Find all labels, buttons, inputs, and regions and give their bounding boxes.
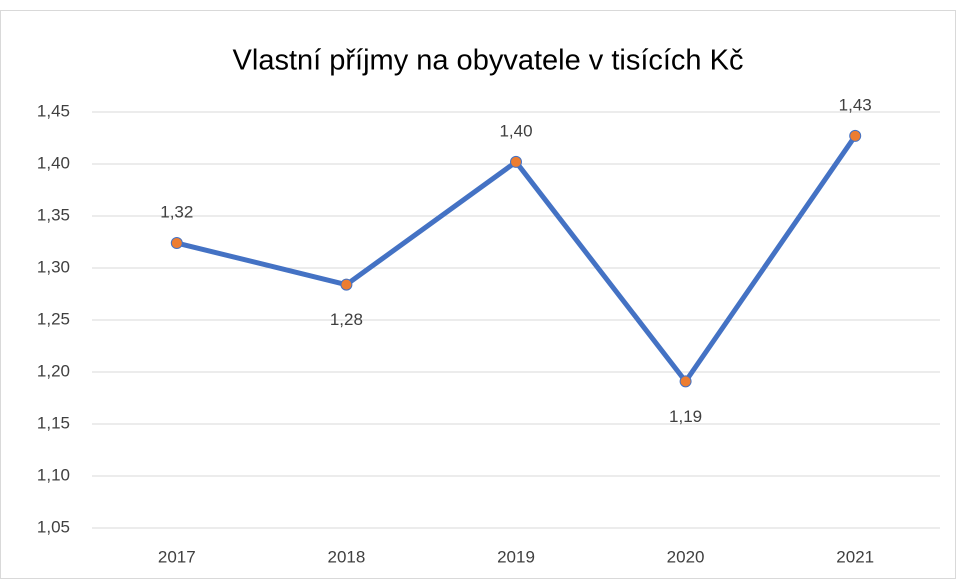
data-label: 1,19: [669, 407, 702, 426]
x-tick-label: 2020: [667, 547, 705, 566]
x-tick-label: 2019: [497, 547, 535, 566]
data-label: 1,28: [330, 310, 363, 329]
data-label: 1,32: [160, 203, 193, 222]
y-tick-label: 1,05: [37, 517, 70, 536]
data-label: 1,40: [499, 121, 532, 140]
marker: [849, 129, 862, 142]
chart-title: Vlastní příjmy na obyvatele v tisících K…: [233, 45, 744, 77]
y-tick-label: 1,20: [37, 361, 70, 380]
y-tick-label: 1,45: [37, 101, 70, 120]
marker: [170, 237, 183, 250]
data-label: 1,43: [839, 95, 872, 114]
x-tick-label: 2018: [327, 547, 365, 566]
y-tick-label: 1,10: [37, 465, 70, 484]
marker: [510, 155, 522, 168]
x-tick-label: 2017: [158, 547, 196, 566]
marker: [679, 375, 692, 388]
chart-frame: [0, 10, 956, 579]
x-tick-label: 2021: [836, 547, 874, 566]
y-tick-label: 1,35: [37, 205, 70, 224]
y-tick-label: 1,40: [37, 153, 70, 172]
marker: [340, 278, 353, 291]
y-tick-label: 1,30: [37, 257, 70, 276]
y-tick-label: 1,25: [37, 309, 70, 328]
y-tick-label: 1,15: [37, 413, 70, 432]
